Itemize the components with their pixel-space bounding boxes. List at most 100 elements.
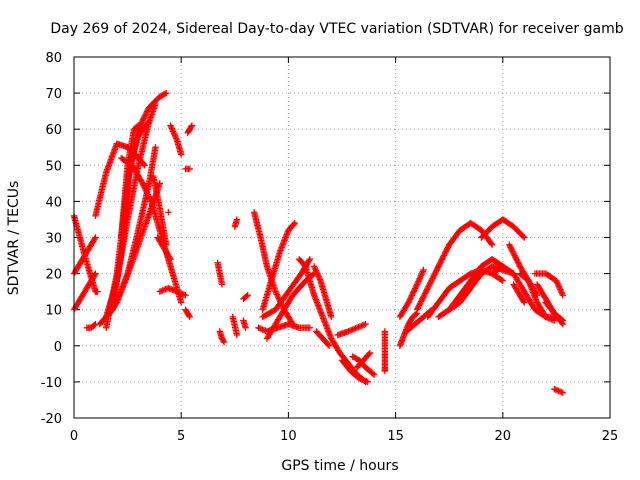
data-point bbox=[273, 291, 281, 298]
data-point bbox=[545, 314, 552, 322]
data-point bbox=[291, 219, 299, 227]
data-point bbox=[310, 263, 318, 270]
data-point bbox=[314, 270, 321, 277]
data-point bbox=[171, 132, 179, 139]
data-point bbox=[312, 267, 320, 274]
data-point bbox=[355, 323, 362, 331]
data-point bbox=[169, 126, 176, 134]
data-point bbox=[358, 376, 366, 383]
y-tick-label: 50 bbox=[45, 159, 62, 174]
data-point bbox=[558, 388, 565, 396]
data-point bbox=[559, 292, 567, 299]
data-point bbox=[233, 216, 241, 223]
data-point bbox=[363, 378, 370, 385]
data-point bbox=[356, 323, 364, 330]
data-point bbox=[557, 286, 564, 293]
data-point bbox=[521, 299, 528, 306]
data-point bbox=[166, 285, 173, 292]
series-arc-50 bbox=[510, 281, 528, 306]
data-point bbox=[366, 349, 374, 357]
x-tick-label: 25 bbox=[602, 429, 619, 444]
data-point bbox=[91, 235, 98, 242]
series-arc-23 bbox=[231, 216, 241, 230]
data-point bbox=[233, 331, 241, 339]
data-point bbox=[521, 234, 528, 241]
data-point bbox=[182, 292, 189, 299]
data-point bbox=[135, 122, 142, 129]
series-arc-48 bbox=[478, 216, 528, 241]
series-arc-37 bbox=[334, 320, 369, 339]
data-point bbox=[364, 378, 371, 386]
data-point bbox=[161, 90, 169, 98]
data-point bbox=[157, 287, 165, 295]
data-point bbox=[312, 266, 319, 273]
data-point bbox=[180, 291, 188, 298]
data-point bbox=[159, 287, 166, 294]
series-arc-1 bbox=[70, 212, 101, 295]
series-arc-17 bbox=[165, 209, 172, 216]
y-tick-label: 40 bbox=[45, 195, 62, 210]
data-point bbox=[328, 313, 335, 321]
data-point bbox=[417, 272, 425, 279]
data-point bbox=[414, 279, 421, 287]
series-arc-26 bbox=[240, 317, 249, 331]
x-tick-label: 5 bbox=[177, 429, 185, 444]
data-point bbox=[179, 290, 186, 298]
data-point bbox=[178, 151, 185, 158]
data-point bbox=[487, 240, 495, 247]
data-point bbox=[92, 234, 99, 241]
plot-frame bbox=[73, 56, 611, 419]
data-point bbox=[152, 100, 159, 108]
data-point bbox=[405, 299, 412, 306]
series-arc-14 bbox=[154, 234, 174, 263]
data-point bbox=[274, 292, 281, 300]
data-point bbox=[92, 270, 99, 277]
data-point bbox=[315, 273, 322, 280]
data-point bbox=[549, 316, 557, 324]
data-point bbox=[259, 326, 266, 333]
series-arc-4 bbox=[83, 320, 99, 331]
series-arc-34 bbox=[313, 328, 333, 349]
data-point bbox=[348, 326, 355, 334]
data-point bbox=[551, 385, 558, 393]
series-arc-55 bbox=[542, 299, 567, 324]
data-point bbox=[140, 181, 147, 188]
data-point bbox=[419, 268, 427, 275]
data-point bbox=[552, 386, 559, 393]
data-point bbox=[413, 281, 421, 288]
data-point bbox=[416, 275, 423, 282]
data-point bbox=[559, 389, 567, 396]
data-point bbox=[218, 281, 226, 288]
data-point bbox=[220, 338, 228, 346]
data-point bbox=[160, 286, 168, 294]
data-point bbox=[408, 292, 415, 299]
data-point bbox=[420, 266, 427, 274]
series-arc-22 bbox=[216, 328, 228, 346]
data-point bbox=[188, 122, 196, 129]
data-point bbox=[553, 279, 561, 286]
data-point bbox=[313, 268, 320, 276]
series-arc-39 bbox=[353, 349, 374, 371]
data-point bbox=[415, 276, 423, 284]
data-point bbox=[145, 118, 153, 126]
series-arc-20 bbox=[182, 306, 193, 321]
y-tick-label: 70 bbox=[45, 87, 62, 102]
data-point bbox=[405, 297, 413, 305]
data-point bbox=[350, 325, 358, 333]
series-arc-3 bbox=[70, 270, 99, 313]
data-point bbox=[175, 289, 182, 296]
data-point bbox=[156, 288, 163, 295]
data-point bbox=[290, 220, 298, 228]
data-point bbox=[553, 387, 561, 394]
data-point bbox=[406, 296, 413, 303]
chart-title: Day 269 of 2024, Sidereal Day-to-day VTE… bbox=[50, 21, 623, 37]
data-point bbox=[311, 264, 318, 272]
data-point bbox=[360, 321, 368, 328]
data-point bbox=[362, 320, 369, 328]
y-tick-label: 80 bbox=[45, 51, 62, 66]
data-point bbox=[407, 293, 415, 301]
series-arc-51 bbox=[488, 263, 560, 321]
ticks: 0 5 10 15 20 25 -20 -10 0 10 20 30 40 50 60 70 80 bbox=[41, 51, 619, 444]
data-point bbox=[256, 325, 264, 332]
